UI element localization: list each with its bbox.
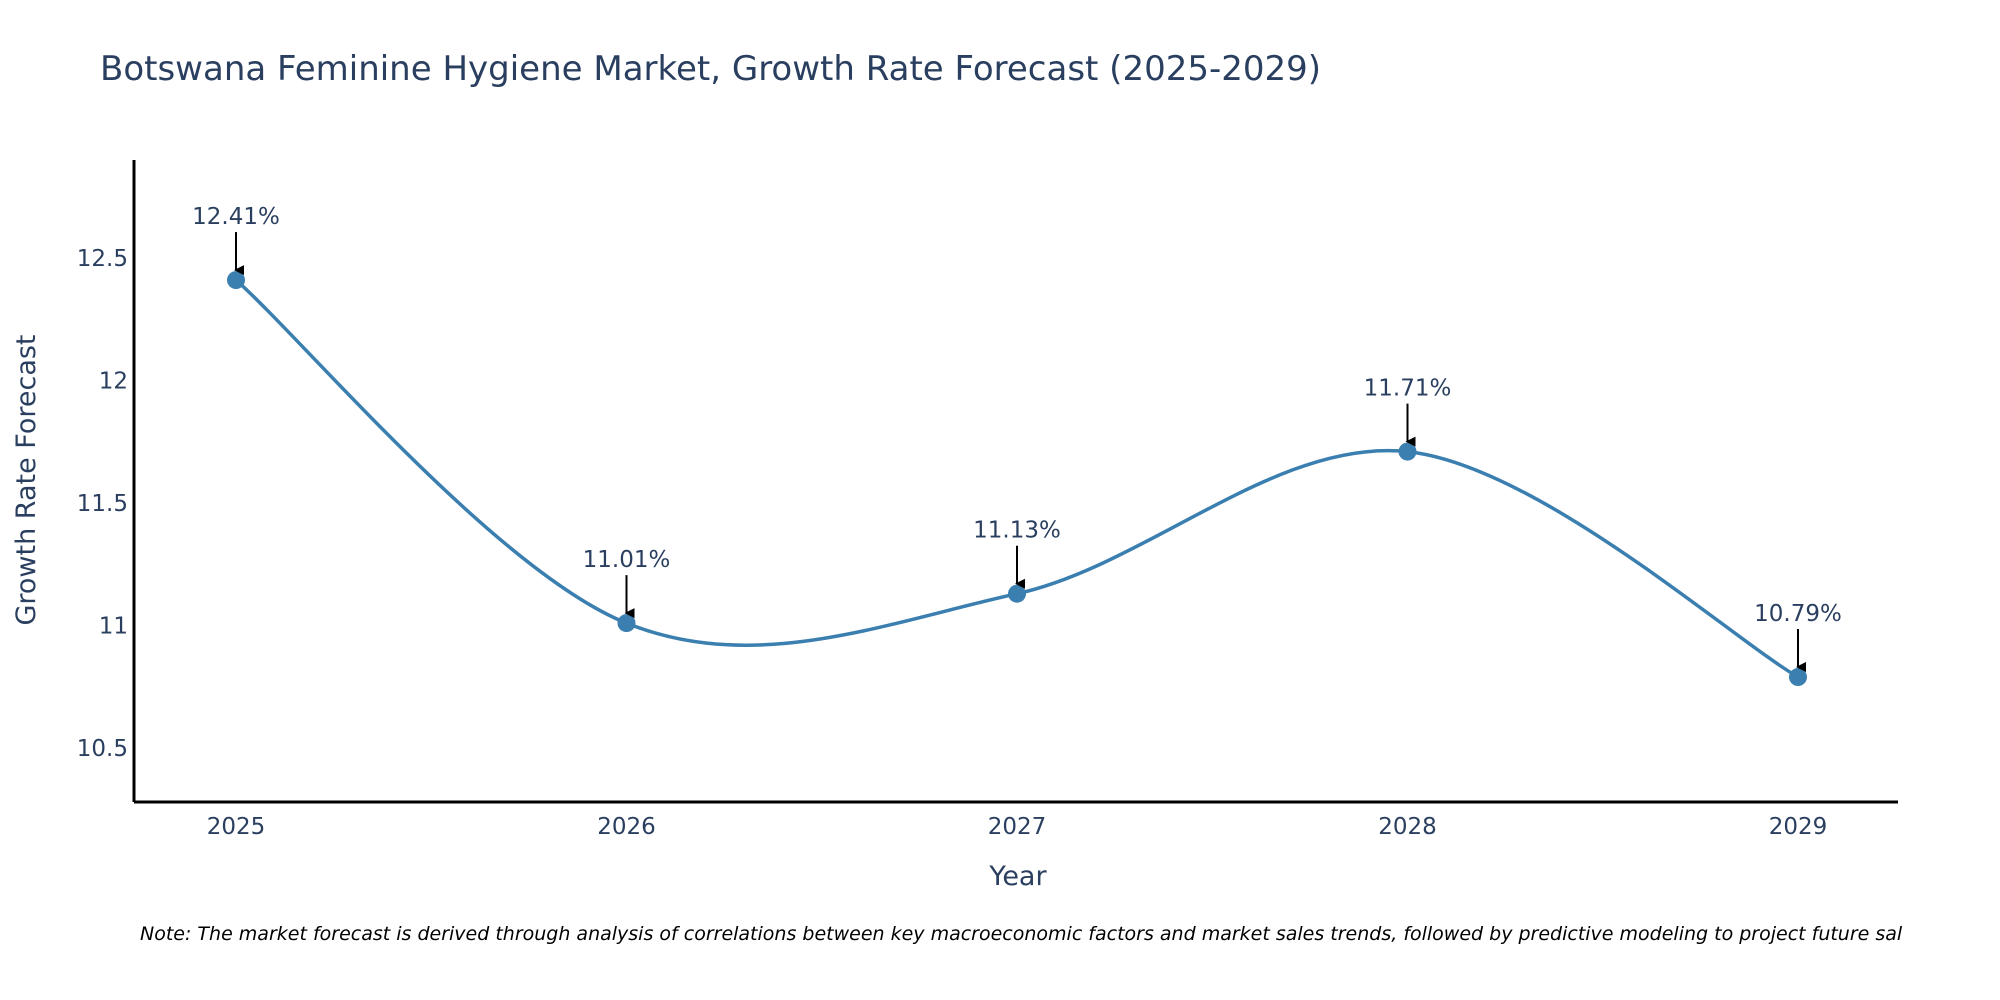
data-label: 12.41%	[192, 204, 280, 230]
x-tick-label: 2029	[1769, 814, 1828, 840]
y-tick-label: 11.5	[77, 491, 128, 517]
data-label: 10.79%	[1754, 601, 1842, 627]
data-label: 11.13%	[973, 518, 1061, 544]
x-tick-labels: 2025 2026 2027 2028 2029	[207, 814, 1828, 840]
data-markers	[227, 271, 1807, 687]
data-point-2027	[1008, 584, 1026, 603]
series-line	[234, 278, 1799, 679]
x-tick-label: 2026	[597, 814, 656, 840]
data-label: 11.01%	[583, 547, 671, 573]
y-tick-labels: 10.5 11 11.5 12 12.5	[77, 246, 128, 762]
footnote: Note: The market forecast is derived thr…	[140, 923, 1903, 945]
x-tick-label: 2028	[1378, 814, 1437, 840]
y-tick-label: 11	[99, 614, 128, 640]
data-point-2028	[1398, 442, 1417, 461]
plot-area: 10.5 11 11.5 12 12.5 2025 2026 2027 2028 2029 12…	[77, 160, 1898, 840]
y-tick-label: 12	[99, 369, 128, 395]
x-axis-title: Year	[988, 861, 1047, 892]
data-point-2029	[1789, 668, 1807, 687]
chart-title: Botswana Feminine Hygiene Market, Growth…	[100, 49, 1321, 89]
x-tick-label: 2027	[988, 814, 1047, 840]
x-tick-label: 2025	[207, 814, 266, 840]
y-axis-title: Growth Rate Forecast	[11, 334, 42, 625]
data-point-2026	[617, 614, 636, 633]
data-label: 11.71%	[1364, 376, 1452, 402]
y-tick-label: 10.5	[77, 736, 128, 762]
data-annotations: 12.41% 11.01% 11.13% 11.71% 10.79%	[192, 204, 1842, 673]
data-point-2025	[227, 271, 245, 290]
y-tick-label: 12.5	[77, 246, 128, 272]
